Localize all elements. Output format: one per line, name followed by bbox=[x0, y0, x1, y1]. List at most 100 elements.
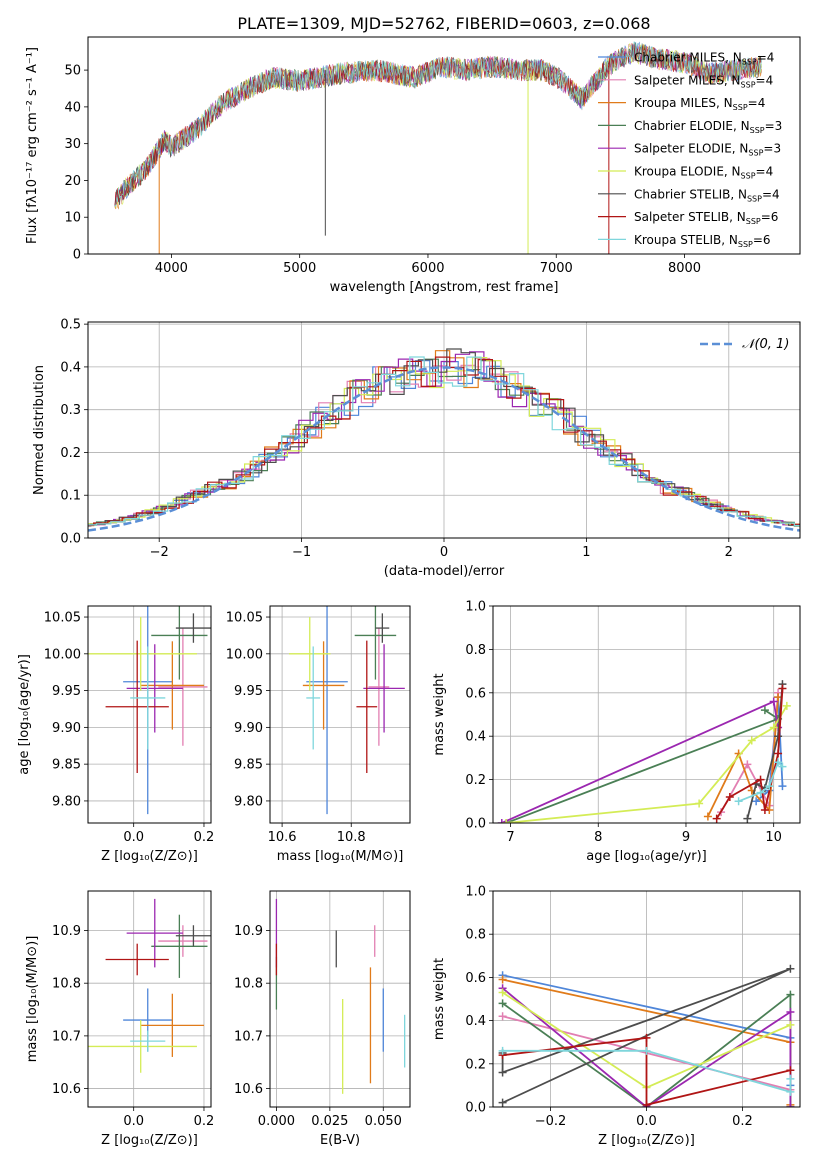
y-tick-label: 10.7 bbox=[234, 1029, 263, 1044]
weight-point-marker bbox=[642, 1033, 651, 1042]
mass_vs_ebv-panel: 0.000 0.025 0.050 10.6 10.7 10.8 10.9 E(B-V) bbox=[234, 890, 411, 1148]
x-axis-label: Z [log₁₀(Z/Z⊙)] bbox=[598, 1133, 695, 1148]
x-tick-label: 8000 bbox=[668, 261, 701, 276]
weight-point-marker bbox=[756, 775, 765, 784]
y-axis-label: mass weight bbox=[432, 958, 447, 1040]
y-tick-label: 9.80 bbox=[52, 794, 81, 809]
weight-point-marker bbox=[786, 1007, 795, 1016]
weight-point-marker bbox=[712, 814, 721, 823]
weight-point-marker bbox=[774, 758, 783, 767]
legend-label: Kroupa ELODIE, NSSP=4 bbox=[634, 165, 773, 181]
axes-frame bbox=[87, 890, 212, 1108]
y-tick-label: 0.8 bbox=[465, 643, 486, 658]
y-tick-label: 9.85 bbox=[52, 758, 81, 773]
y-tick-label: 10.8 bbox=[234, 977, 263, 992]
y-tick-label: 0.1 bbox=[60, 489, 81, 504]
axes-frame bbox=[87, 36, 801, 255]
x-tick-label: 10.6 bbox=[268, 830, 297, 845]
y-axis-label: age [log₁₀(age/yr)] bbox=[17, 654, 32, 775]
y-tick-label: 0.4 bbox=[465, 730, 486, 745]
weight-series-line bbox=[715, 688, 784, 820]
weight-point-marker bbox=[498, 1068, 507, 1077]
legend-label: Kroupa STELIB, NSSP=6 bbox=[634, 233, 771, 249]
x-tick-label: 10 bbox=[765, 830, 782, 845]
weight-series-line bbox=[502, 1049, 792, 1094]
x-tick-label: 0.0 bbox=[123, 1114, 144, 1129]
errorbar-points bbox=[289, 606, 405, 815]
y-tick-label: 10 bbox=[64, 211, 81, 226]
weight-point-marker bbox=[497, 819, 506, 823]
y-tick-label: 9.90 bbox=[52, 721, 81, 736]
legend-label: Chabrier MILES, NSSP=4 bbox=[634, 51, 774, 67]
y-tick-label: 0 bbox=[73, 248, 81, 263]
mass_vs_z-panel: 0.0 0.2 10.6 10.7 10.8 10.9 Z [log₁₀(Z/Z⊙)] mas… bbox=[25, 890, 214, 1148]
x-tick-label: 0.025 bbox=[311, 1114, 348, 1129]
weight-point-marker bbox=[756, 788, 765, 797]
x-tick-label: 6000 bbox=[411, 261, 444, 276]
y-tick-label: 0.0 bbox=[465, 817, 486, 832]
y-tick-label: 10.9 bbox=[234, 924, 263, 939]
y-tick-label: 50 bbox=[64, 64, 81, 79]
x-tick-label: 2 bbox=[725, 545, 733, 560]
x-tick-label: 10.8 bbox=[337, 830, 366, 845]
y-tick-label: 40 bbox=[64, 100, 81, 115]
y-tick-label: 0.8 bbox=[465, 928, 486, 943]
y-tick-label: 10.00 bbox=[226, 647, 263, 662]
weight-point-marker bbox=[502, 819, 511, 823]
axes-frame bbox=[87, 605, 212, 824]
x-tick-label: −2 bbox=[150, 545, 169, 560]
axes-frame bbox=[492, 890, 801, 1108]
weight-point-marker bbox=[703, 812, 712, 821]
x-axis-label: age [log₁₀(age/yr)] bbox=[586, 849, 707, 864]
y-tick-label: 10.6 bbox=[234, 1082, 263, 1097]
spectrum-series-line bbox=[114, 41, 762, 207]
x-axis-label: Z [log₁₀(Z/Z⊙)] bbox=[101, 1133, 198, 1148]
y-tick-label: 9.95 bbox=[52, 684, 81, 699]
legend-label: Salpeter MILES, NSSP=4 bbox=[634, 73, 773, 89]
weight-point-marker bbox=[725, 792, 734, 801]
age_vs_z-panel: 0.0 0.2 9.80 9.85 9.90 9.95 10.00 10.05 Z [log₁₀… bbox=[17, 605, 215, 864]
legend-label: 𝒩(0, 1) bbox=[742, 337, 789, 352]
y-tick-label: 10.7 bbox=[52, 1029, 81, 1044]
x-tick-label: 7000 bbox=[540, 261, 573, 276]
x-tick-label: 0.0 bbox=[123, 830, 144, 845]
residuals-panel: −2 −1 0 1 2 0.0 0.1 0.2 0.3 0.4 0.5 (data-model)/er… bbox=[32, 318, 801, 579]
weight-point-marker bbox=[760, 706, 769, 715]
spectrum-panel: 4000 5000 6000 7000 8000 0 10 20 30 40 50 wavelengt… bbox=[25, 36, 801, 295]
y-tick-label: 10.6 bbox=[52, 1082, 81, 1097]
weight-point-marker bbox=[498, 988, 507, 997]
weight-point-marker bbox=[498, 975, 507, 984]
y-tick-label: 10.00 bbox=[44, 647, 81, 662]
x-tick-label: 1 bbox=[582, 545, 590, 560]
weight-point-marker bbox=[786, 1020, 795, 1029]
x-tick-label: 0.000 bbox=[258, 1114, 295, 1129]
axes-frame bbox=[492, 605, 801, 824]
y-tick-label: 10.9 bbox=[52, 924, 81, 939]
y-tick-label: 20 bbox=[64, 174, 81, 189]
weight-point-marker bbox=[786, 1103, 795, 1107]
weight-point-marker bbox=[642, 1100, 651, 1107]
errorbar-points bbox=[88, 898, 211, 1073]
weight-point-marker bbox=[498, 1012, 507, 1021]
errorbar-points bbox=[275, 898, 406, 1094]
errorbar-points bbox=[88, 606, 211, 815]
y-tick-label: 0.5 bbox=[60, 318, 81, 333]
spectrum-lines bbox=[114, 41, 762, 254]
weight-point-marker bbox=[752, 797, 761, 806]
weight-point-marker bbox=[734, 797, 743, 806]
normal-reference-curve bbox=[88, 366, 800, 532]
x-axis-label: Z [log₁₀(Z/Z⊙)] bbox=[101, 849, 198, 864]
x-tick-label: 7 bbox=[506, 830, 514, 845]
weight-point-marker bbox=[743, 814, 752, 823]
y-tick-label: 0.6 bbox=[465, 686, 486, 701]
legend-label: Kroupa MILES, NSSP=4 bbox=[634, 96, 765, 112]
x-tick-label: 0.2 bbox=[194, 830, 215, 845]
x-tick-label: 5000 bbox=[283, 261, 316, 276]
weight_vs_age-panel: 7 8 9 10 0.0 0.2 0.4 0.6 0.8 1.0 age [log₁₀(age/yr… bbox=[432, 600, 801, 864]
weight-point-marker bbox=[786, 964, 795, 973]
legend-label: Salpeter STELIB, NSSP=6 bbox=[634, 210, 778, 226]
axes-frame bbox=[87, 321, 801, 539]
weight-point-marker bbox=[786, 1074, 795, 1083]
weight-series-line bbox=[505, 709, 781, 823]
